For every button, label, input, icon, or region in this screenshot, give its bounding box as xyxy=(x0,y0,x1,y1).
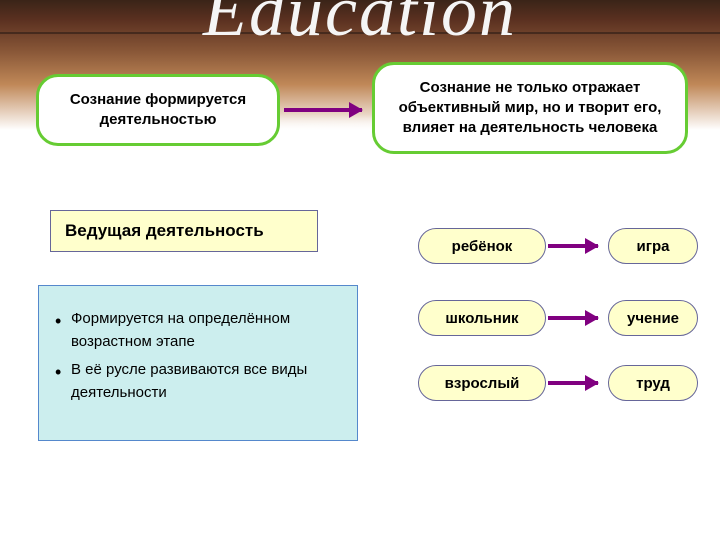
pair-right-pill: труд xyxy=(608,365,698,401)
pair-arrow xyxy=(548,244,598,248)
pair-left-pill: взрослый xyxy=(418,365,546,401)
pair-right-pill: игра xyxy=(608,228,698,264)
bullet-item: Формируется на определённом возрастном э… xyxy=(49,308,343,353)
arrow-top xyxy=(284,108,362,112)
bullets-box: Формируется на определённом возрастном э… xyxy=(38,285,358,441)
box-consciousness-formed: Сознание формируется деятельностью xyxy=(36,74,280,146)
box-consciousness-reflects: Сознание не только отражает объективный … xyxy=(372,62,688,154)
pair-arrow xyxy=(548,316,598,320)
bullets-list: Формируется на определённом возрастном э… xyxy=(49,308,343,404)
heading-text: Ведущая деятельность xyxy=(65,221,264,240)
pair-left-pill: ребёнок xyxy=(418,228,546,264)
pair-left-pill: школьник xyxy=(418,300,546,336)
heading-leading-activity: Ведущая деятельность xyxy=(50,210,318,252)
box-text: Сознание не только отражает объективный … xyxy=(391,78,669,139)
pair-right-pill: учение xyxy=(608,300,698,336)
pair-arrow xyxy=(548,381,598,385)
bullet-item: В её русле развиваются все виды деятельн… xyxy=(49,359,343,404)
box-text: Сознание формируется деятельностью xyxy=(55,90,261,131)
background-handwriting: Education xyxy=(203,0,517,53)
